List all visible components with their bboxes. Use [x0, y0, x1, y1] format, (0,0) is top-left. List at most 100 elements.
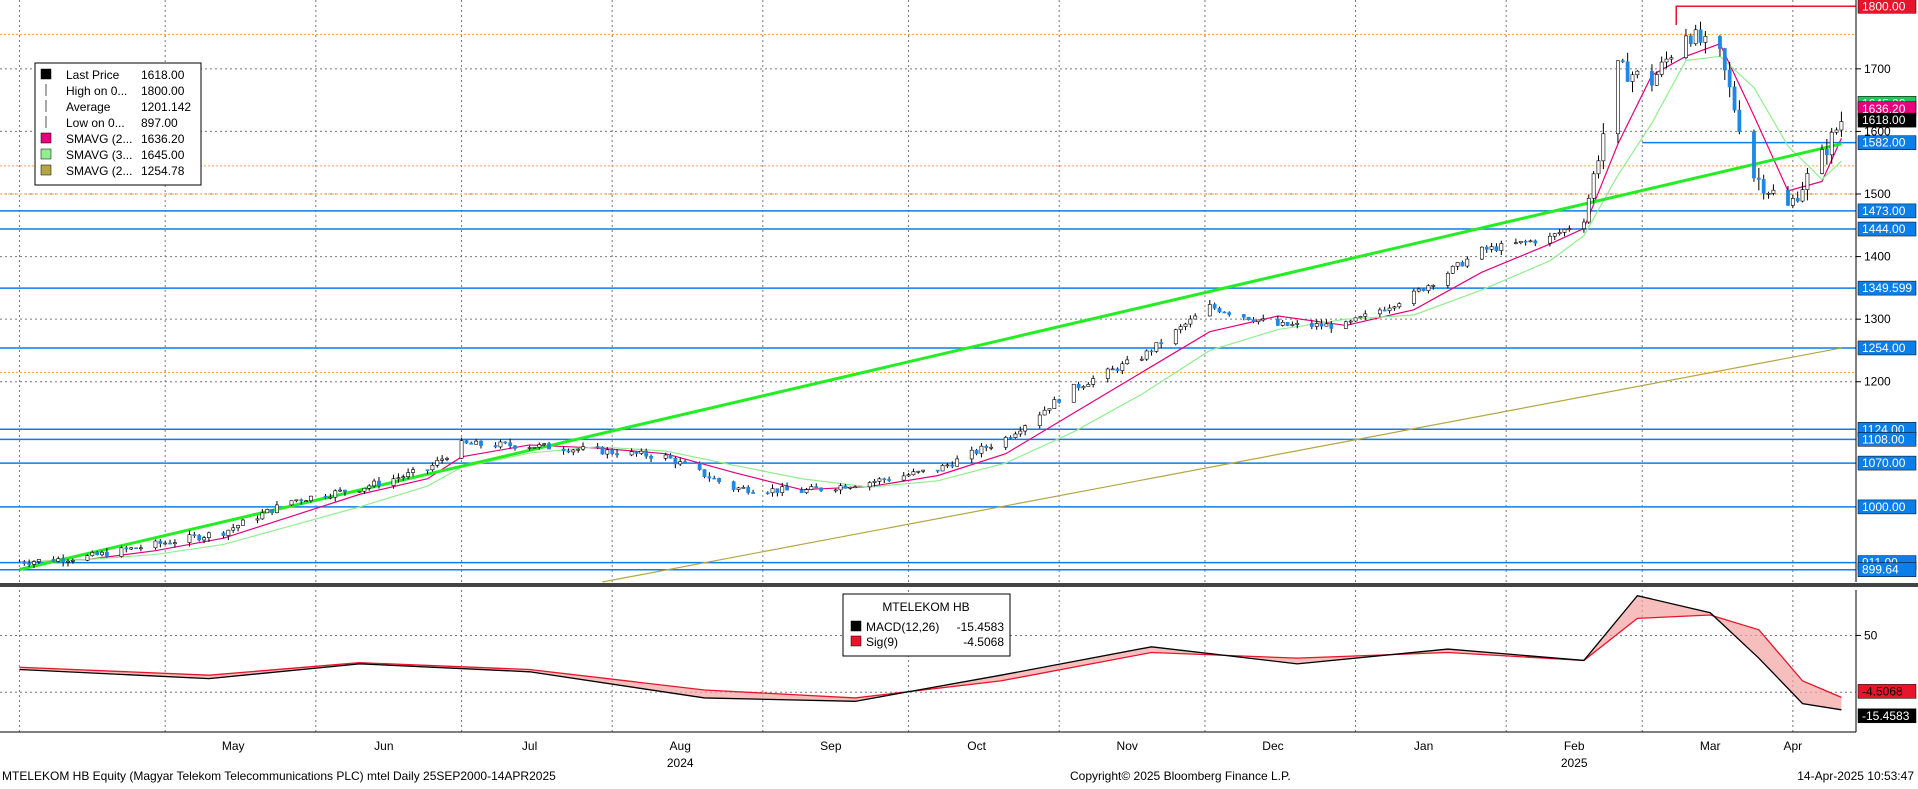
candle-body — [1786, 189, 1790, 206]
price-tag — [1857, 135, 1917, 150]
candle-body — [479, 440, 483, 446]
candle-body — [1110, 368, 1115, 371]
candle-body — [1533, 240, 1538, 244]
candle-body — [1523, 240, 1528, 243]
candlesticks — [17, 21, 1844, 568]
candle-body — [833, 489, 838, 492]
candle-body — [1669, 57, 1674, 60]
candle-body — [1173, 329, 1178, 345]
candle-body — [299, 499, 304, 502]
price-tag-label: 1582.00 — [1862, 136, 1906, 150]
candle-body — [1071, 383, 1076, 403]
candle-body — [974, 449, 979, 454]
candle-body — [945, 464, 950, 467]
candle-body — [1518, 240, 1523, 244]
legend-label: SMAVG (2... — [66, 164, 132, 178]
legend-value: -15.4583 — [957, 620, 1005, 634]
x-month-label: Dec — [1262, 739, 1283, 753]
candle-body — [1358, 316, 1363, 319]
candle-body — [1217, 307, 1222, 313]
upper-tick-label: 1300 — [1864, 312, 1891, 326]
candle-body — [1548, 235, 1552, 244]
candle-body — [1295, 322, 1300, 325]
candle-body — [1698, 29, 1703, 43]
upper-tick-label: 1400 — [1864, 250, 1891, 264]
level-line-high — [1675, 5, 1856, 26]
horizontal-levels — [0, 5, 1856, 571]
candle-body — [1737, 109, 1742, 133]
candle-body — [1144, 350, 1149, 360]
candle-body — [1178, 326, 1183, 331]
candle-body — [338, 489, 343, 492]
candle-body — [615, 453, 619, 456]
candle-body — [804, 489, 809, 493]
macd-tag-label: -15.4583 — [1862, 709, 1910, 723]
candle-body — [134, 547, 138, 550]
candle-body — [391, 478, 396, 486]
candle-body — [367, 485, 372, 489]
candle-body — [906, 474, 911, 477]
candle-body — [270, 509, 274, 514]
candle-body — [411, 469, 415, 473]
candle-body — [1659, 61, 1664, 75]
panel-divider[interactable] — [0, 583, 1918, 587]
candle-body — [1246, 316, 1251, 321]
legend-value: 1254.78 — [141, 164, 185, 178]
candle-body — [1392, 306, 1397, 309]
candle-body — [22, 561, 27, 564]
candle-body — [1722, 48, 1727, 71]
candle-body — [377, 480, 381, 486]
candle-body — [508, 442, 513, 447]
candle-body — [1582, 221, 1586, 229]
candle-body — [333, 490, 338, 498]
candle-body — [1037, 414, 1042, 426]
candle-body — [1275, 318, 1280, 326]
candle-body — [1703, 36, 1708, 43]
candle-body — [1018, 430, 1023, 435]
candle-body — [673, 457, 678, 465]
candle-body — [1752, 131, 1756, 179]
price-tag — [1857, 499, 1917, 515]
macd-tag — [1857, 708, 1917, 724]
candle-body — [644, 450, 649, 457]
candle-body — [255, 518, 260, 521]
x-month-label: Sep — [820, 739, 842, 753]
candle-body — [765, 492, 770, 495]
candle-body — [1047, 408, 1052, 411]
candle-body — [901, 475, 906, 481]
candle-body — [1227, 312, 1232, 315]
price-tag-label: 1636.20 — [1862, 102, 1906, 116]
x-axis: May Jun Jul Aug Sep Oct Nov Dec Jan Feb Mar Apr 2024… — [0, 731, 1856, 770]
macd-legend-title: MTELEKOM HB — [882, 600, 969, 614]
candle-body — [1829, 131, 1834, 156]
x-month-label: May — [222, 739, 245, 753]
candle-body — [221, 532, 226, 536]
candle-body — [1363, 313, 1368, 317]
candle-body — [226, 529, 231, 536]
candle-body — [498, 441, 503, 448]
candle-body — [396, 477, 401, 480]
candle-body — [1188, 318, 1193, 325]
x-month-label: Aug — [670, 739, 691, 753]
sma-short-line — [19, 43, 1842, 563]
legend-swatch — [850, 620, 862, 632]
candle-body — [1630, 74, 1635, 82]
upper-legend: Last Price 1618.00 High on 0... 1800.00 Aver… — [34, 62, 202, 186]
candle-body — [1139, 358, 1144, 361]
candle-body — [1309, 322, 1314, 327]
candle-body — [1479, 246, 1484, 260]
candle-body — [780, 486, 785, 493]
candle-body — [1353, 317, 1358, 322]
candle-body — [1314, 323, 1319, 327]
upper-tick-label: 1500 — [1864, 187, 1891, 201]
moving-average-lines — [19, 43, 1842, 583]
price-tag — [1857, 112, 1917, 128]
candle-body — [867, 482, 872, 488]
lower-tick-label: 50 — [1864, 628, 1878, 642]
candle-body — [85, 555, 90, 561]
footer-left: MTELEKOM HB Equity (Magyar Telekom Telec… — [2, 769, 556, 783]
price-tags: 1800.001645.001636.201618.001582.001473.… — [1857, 0, 1917, 577]
legend-value: 1800.00 — [141, 84, 185, 98]
sma-long-line — [602, 347, 1842, 583]
candle-body — [163, 542, 168, 545]
